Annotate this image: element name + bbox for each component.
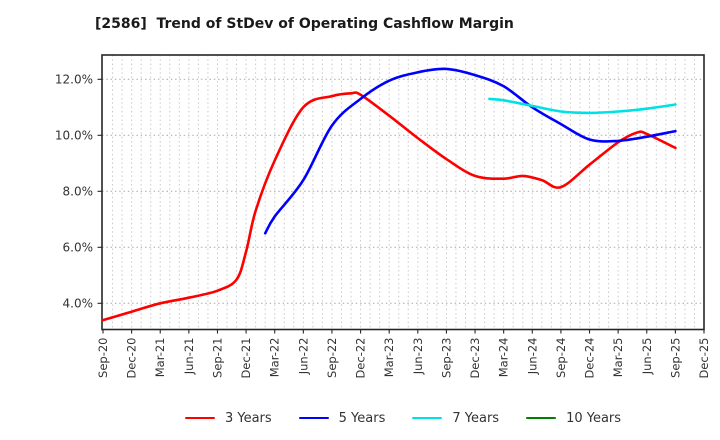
x-tick-label: Jun-21: [182, 338, 196, 376]
x-tick-label: Sep-24: [554, 338, 568, 378]
legend-label-7-years: 7 Years: [452, 410, 500, 426]
axis-frame: [101, 54, 705, 331]
legend-item-5-years: 5 Years: [298, 410, 386, 426]
x-tick-label: Dec-24: [583, 338, 597, 379]
legend-item-10-years: 10 Years: [526, 411, 621, 426]
x-tick-label: Dec-23: [468, 338, 482, 379]
x-tick-label: Dec-22: [354, 338, 368, 379]
x-tick-label: Dec-25: [697, 338, 711, 379]
x-tick-label: Dec-20: [125, 338, 139, 379]
y-tick-label: 12.0%: [55, 72, 93, 86]
series-line-5-years: [263, 67, 677, 235]
grid-vertical: [112, 55, 695, 330]
series-line-3-years: [101, 91, 677, 322]
x-tick-label: Jun-25: [640, 338, 654, 376]
series-line-7-years: [488, 97, 677, 115]
x-tick-label: Jun-24: [525, 338, 539, 376]
legend-line-7-years: [412, 416, 443, 420]
x-tick-label: Dec-21: [239, 338, 253, 379]
legend-line-5-years: [298, 416, 329, 420]
x-tick-label: Mar-25: [611, 338, 625, 378]
legend-label-10-years: 10 Years: [566, 410, 622, 426]
x-tick-label: Sep-22: [325, 338, 339, 378]
x-tick-label: Sep-21: [210, 338, 224, 378]
legend-line-10-years: [526, 416, 557, 420]
x-tick-label: Mar-23: [382, 338, 396, 378]
legend-label-3-years: 3 Years: [224, 410, 272, 426]
chart-title: [2586] Trend of StDev of Operating Cashf…: [95, 16, 514, 32]
x-tick-label: Sep-23: [439, 338, 453, 378]
x-tick-label: Mar-22: [268, 338, 282, 378]
x-tick-label: Sep-20: [96, 338, 110, 378]
x-tick-label: Mar-24: [497, 337, 511, 377]
legend-line-3-years: [184, 416, 215, 420]
y-tick-label: 4.0%: [63, 296, 94, 310]
y-tick-label: 8.0%: [63, 184, 94, 198]
x-tick-label: Jun-23: [411, 338, 425, 376]
grid-horizontal: [102, 78, 704, 304]
axis-ticks: [97, 78, 705, 334]
x-tick-label: Mar-21: [153, 338, 167, 378]
legend-item-3-years: 3 Years: [184, 410, 272, 426]
chart-legend: 3 Years 5 Years 7 Years 10 Years: [102, 405, 704, 431]
legend-label-5-years: 5 Years: [338, 410, 386, 426]
x-tick-label: Jun-22: [296, 338, 310, 376]
y-tick-label: 6.0%: [63, 240, 94, 254]
legend-item-7-years: 7 Years: [412, 411, 499, 426]
y-tick-label: 10.0%: [55, 128, 93, 142]
x-tick-label: Sep-25: [668, 338, 682, 378]
